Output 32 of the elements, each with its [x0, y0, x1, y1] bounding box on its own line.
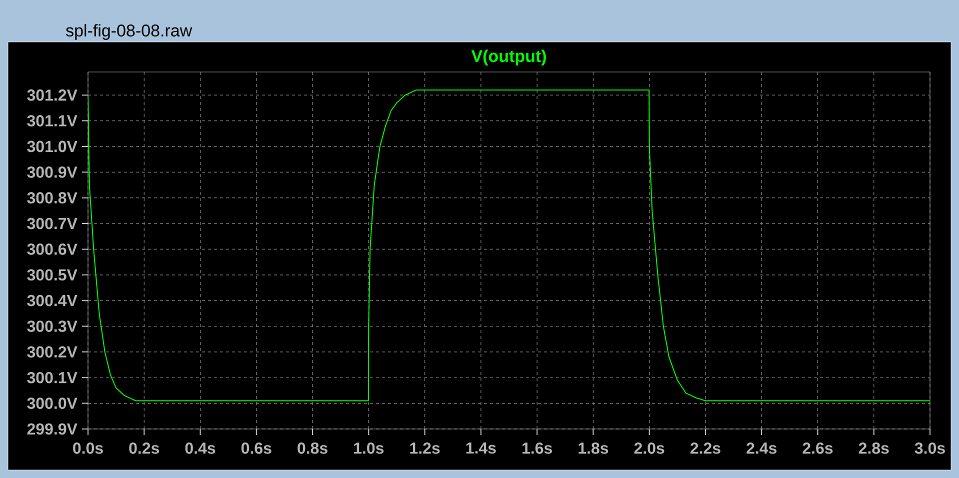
- x-tick-label: 0.2s: [129, 442, 160, 454]
- y-tick-label: 300.7V: [27, 218, 78, 230]
- text: spl-fig-08-08.raw: [66, 24, 192, 40]
- y-tick-label: 300.3V: [27, 320, 78, 332]
- x-tick-label: 1.6s: [522, 442, 552, 454]
- x-tick-label: 0.4s: [185, 442, 216, 454]
- y-tick-label: 300.2V: [27, 346, 78, 358]
- x-tick-label: 0.0s: [73, 442, 103, 454]
- y-tick-label: 300.9V: [27, 166, 78, 178]
- chart-title: V(output): [471, 50, 546, 66]
- x-tick-label: 2.6s: [802, 442, 833, 454]
- x-tick-label: 2.4s: [746, 442, 776, 454]
- y-tick-label: 300.6V: [27, 244, 78, 255]
- x-tick-label: 0.6s: [241, 442, 272, 454]
- y-tick-label: 301.1V: [27, 115, 78, 126]
- x-tick-label: 3.0s: [914, 442, 945, 454]
- x-tick-label: 2.0s: [634, 442, 664, 454]
- y-tick-label: 301.2V: [27, 89, 78, 101]
- y-tick-label: 300.0V: [27, 398, 78, 409]
- x-tick-label: 1.2s: [410, 442, 440, 454]
- y-tick-label: 301.0V: [27, 140, 78, 152]
- x-tick-label: 1.8s: [578, 442, 608, 454]
- y-tick-label: 300.1V: [27, 372, 78, 384]
- y-tick-label: 300.8V: [27, 192, 78, 204]
- x-tick-label: 0.8s: [298, 442, 328, 454]
- y-tick-label: 300.5V: [27, 269, 78, 281]
- x-tick-label: 2.8s: [858, 442, 889, 454]
- x-tick-label: 1.4s: [466, 442, 496, 454]
- y-tick-label: 299.9V: [27, 423, 78, 435]
- x-tick-label: 1.0s: [354, 442, 384, 454]
- y-tick-label: 300.4V: [27, 294, 78, 306]
- x-tick-label: 2.2s: [690, 442, 720, 454]
